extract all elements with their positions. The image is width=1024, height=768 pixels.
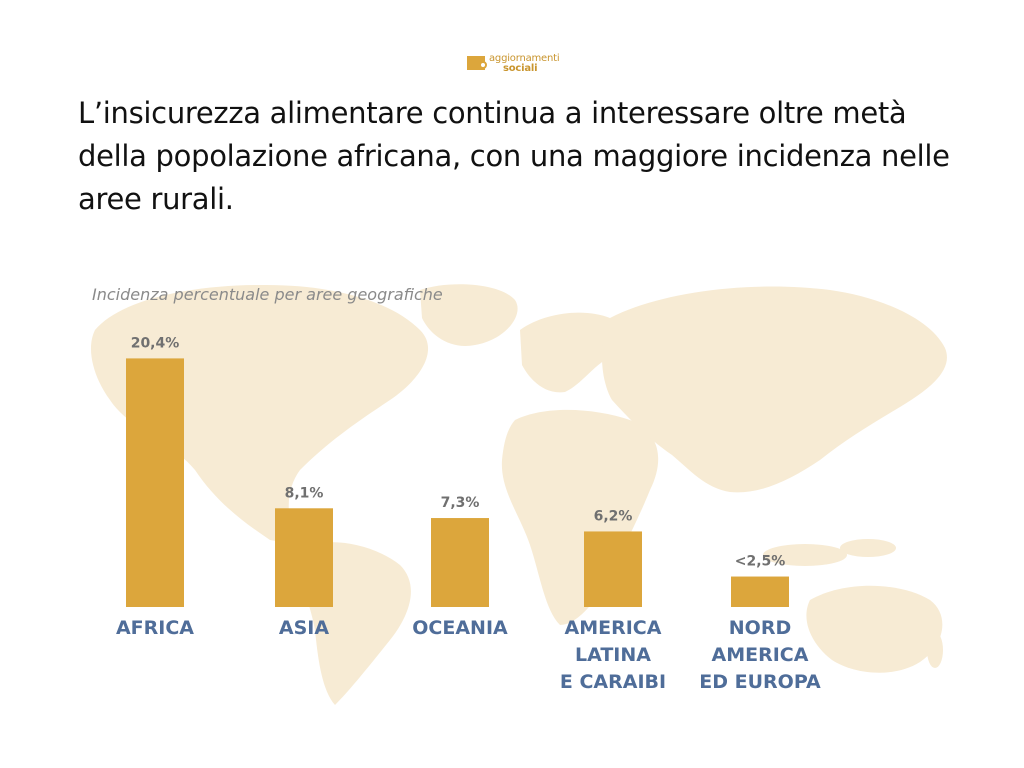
- category-label-1-line-0: ASIA: [279, 617, 329, 639]
- bar-1: [275, 508, 333, 607]
- category-label-3-line-0: AMERICA: [565, 617, 662, 639]
- category-label-3-line-1: LATINA: [575, 644, 651, 666]
- value-label-0: 20,4%: [131, 335, 180, 351]
- category-label-4-line-2: ED EUROPA: [699, 671, 821, 693]
- category-label-0-line-0: AFRICA: [116, 617, 194, 639]
- chart-subtitle: Incidenza percentuale per aree geografic…: [92, 285, 443, 304]
- world-map-background: [90, 284, 947, 705]
- value-labels-group: 20,4% 8,1% 7,3% 6,2% <2,5%: [131, 335, 786, 569]
- bar-0: [126, 358, 184, 607]
- category-label-3-line-2: E CARAIBI: [560, 671, 666, 693]
- bars-group: [126, 358, 789, 607]
- value-label-4: <2,5%: [735, 554, 786, 570]
- category-label-0: AFRICA: [116, 617, 194, 639]
- category-labels-group: AFRICA ASIA OCEANIA AMERICA LATINA E CARAIBI N…: [116, 617, 821, 693]
- logo-text-line2: sociali: [503, 63, 538, 74]
- bar-3: [584, 531, 642, 607]
- category-label-4: NORD AMERICA ED EUROPA: [699, 617, 821, 693]
- bar-4: [731, 576, 789, 607]
- category-label-3: AMERICA LATINA E CARAIBI: [560, 617, 666, 693]
- logo: aggiornamenti sociali: [467, 52, 567, 74]
- category-label-4-line-1: AMERICA: [712, 644, 809, 666]
- value-label-3: 6,2%: [594, 508, 633, 524]
- logo-text-line1: aggiornamenti: [489, 53, 560, 64]
- category-label-1: ASIA: [279, 617, 329, 639]
- headline: L’insicurezza alimentare continua a inte…: [78, 96, 950, 216]
- bar-2: [431, 518, 489, 607]
- value-label-2: 7,3%: [441, 495, 480, 511]
- logo-mark-icon: [467, 56, 487, 70]
- category-label-4-line-0: NORD: [729, 617, 791, 639]
- category-label-2-line-0: OCEANIA: [412, 617, 508, 639]
- value-label-1: 8,1%: [285, 485, 324, 501]
- category-label-2: OCEANIA: [412, 617, 508, 639]
